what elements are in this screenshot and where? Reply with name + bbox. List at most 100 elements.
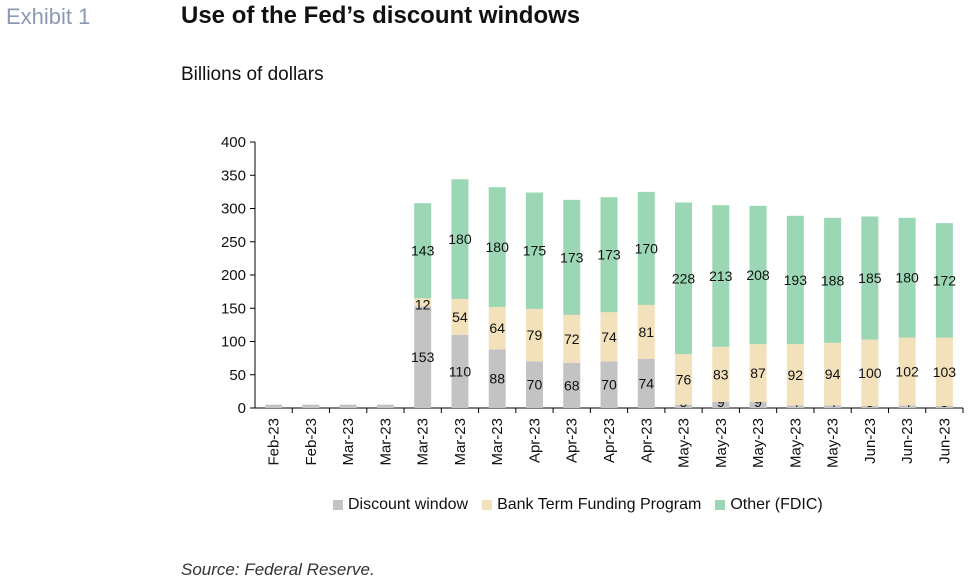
- data-label: 170: [635, 240, 659, 256]
- chart-subtitle: Billions of dollars: [181, 64, 324, 85]
- data-label: 110: [449, 363, 472, 379]
- bar-segment-discount-window: [861, 406, 879, 408]
- bar-segment-other-fdic: [824, 217, 842, 343]
- data-label: 70: [601, 377, 617, 393]
- data-label: 172: [933, 272, 957, 288]
- data-label: 64: [489, 320, 505, 336]
- x-tick-label: Mar-23: [452, 418, 469, 466]
- data-label: 180: [486, 239, 510, 255]
- bar-segment-btfp: [525, 308, 543, 362]
- data-label: 12: [415, 296, 431, 312]
- bar-segment-btfp: [861, 339, 879, 407]
- bar-segment-discount-window: [376, 404, 394, 408]
- bar-segment-discount-window: [786, 405, 804, 408]
- bar-segment-other-fdic: [414, 203, 432, 299]
- data-label: 94: [825, 366, 841, 382]
- data-label: 68: [564, 377, 580, 393]
- bar-segment-other-fdic: [451, 179, 469, 299]
- bar-segment-other-fdic: [712, 205, 730, 347]
- bar-segment-other-fdic: [749, 205, 767, 345]
- legend-swatch-other-fdic: [715, 500, 726, 510]
- x-tick-label: Jun-23: [899, 418, 916, 464]
- bar-segment-btfp: [451, 298, 469, 335]
- y-tick-label: 400: [221, 134, 246, 151]
- x-tick-label: Jun-23: [936, 418, 953, 464]
- data-label: 72: [564, 331, 580, 347]
- bar-segment-btfp: [786, 344, 804, 406]
- bar-segment-discount-window: [302, 404, 320, 408]
- data-label: 100: [858, 365, 882, 381]
- bar-segment-other-fdic: [898, 217, 916, 338]
- x-tick-label: May-23: [676, 418, 693, 468]
- x-tick-label: May-23: [750, 418, 767, 468]
- x-tick-label: Apr-23: [564, 418, 581, 463]
- bar-segment-btfp: [749, 344, 767, 403]
- data-label: 193: [784, 272, 808, 288]
- data-label: 74: [638, 375, 654, 391]
- bar-segment-discount-window: [712, 402, 730, 408]
- bar-segment-discount-window: [675, 404, 693, 408]
- data-label: 88: [489, 371, 505, 387]
- y-tick-label: 50: [229, 367, 246, 384]
- data-label: 74: [601, 329, 617, 345]
- bar-segment-discount-window: [749, 402, 767, 408]
- data-label: 143: [411, 243, 435, 259]
- source-note: Source: Federal Reserve.: [181, 560, 375, 579]
- legend-swatch-discount-window: [333, 500, 343, 510]
- bar-segment-other-fdic: [563, 199, 581, 315]
- bar-segment-other-fdic: [786, 215, 804, 345]
- data-label: 83: [713, 366, 729, 382]
- data-label: 180: [895, 270, 919, 286]
- y-tick-label: 300: [221, 201, 246, 218]
- bar-segment-other-fdic: [600, 197, 618, 313]
- bar-segment-btfp: [414, 298, 432, 307]
- bar-segment-btfp: [600, 312, 618, 362]
- bar-segment-discount-window: [935, 406, 953, 408]
- y-tick-label: 350: [221, 167, 246, 184]
- x-tick-label: Feb-23: [303, 418, 320, 466]
- y-tick-label: 100: [221, 334, 246, 351]
- bar-segment-other-fdic: [637, 191, 655, 305]
- legend-item-btfp: Bank Term Funding Program: [482, 496, 701, 514]
- data-label: 76: [676, 371, 692, 387]
- bar-segment-btfp: [637, 304, 655, 359]
- bar-segment-btfp: [898, 337, 916, 406]
- x-tick-label: May-23: [825, 418, 842, 468]
- bar-segment-btfp: [488, 306, 506, 350]
- legend-label-other-fdic: Other (FDIC): [730, 496, 823, 513]
- bar-segment-other-fdic: [675, 202, 693, 355]
- bar-segment-btfp: [824, 342, 842, 406]
- bar-segment-discount-window: [265, 404, 283, 408]
- legend-item-other-fdic: Other (FDIC): [715, 496, 823, 514]
- data-label: 175: [523, 243, 547, 259]
- bar-segment-discount-window: [637, 358, 655, 408]
- bar-segment-discount-window: [824, 405, 842, 408]
- data-label: 54: [452, 309, 468, 325]
- x-tick-label: May-23: [787, 418, 804, 468]
- bar-segment-other-fdic: [935, 223, 953, 338]
- chart-legend: Discount window Bank Term Funding Progra…: [333, 496, 837, 514]
- data-label: 153: [411, 349, 435, 365]
- exhibit-label: Exhibit 1: [6, 4, 91, 29]
- data-label: 173: [597, 247, 621, 263]
- bar-segment-discount-window: [525, 361, 543, 408]
- data-label: 180: [448, 231, 472, 247]
- data-label: 228: [672, 270, 696, 286]
- bar-segment-discount-window: [600, 361, 618, 408]
- y-tick-label: 250: [221, 234, 246, 251]
- data-label: 92: [788, 367, 804, 383]
- chart-title: Use of the Fed’s discount windows: [181, 2, 581, 29]
- y-tick-label: 200: [221, 267, 246, 284]
- x-tick-label: May-23: [713, 418, 730, 468]
- legend-swatch-btfp: [482, 500, 493, 510]
- data-label: 102: [895, 363, 919, 379]
- bar-segment-btfp: [935, 337, 953, 407]
- x-tick-label: Jun-23: [862, 418, 879, 464]
- bar-segment-other-fdic: [861, 216, 879, 340]
- bar-segment-discount-window: [339, 404, 357, 408]
- bar-segment-btfp: [675, 354, 693, 405]
- data-label: 81: [638, 324, 654, 340]
- bar-segment-other-fdic: [525, 192, 543, 309]
- x-tick-label: Mar-23: [377, 418, 394, 466]
